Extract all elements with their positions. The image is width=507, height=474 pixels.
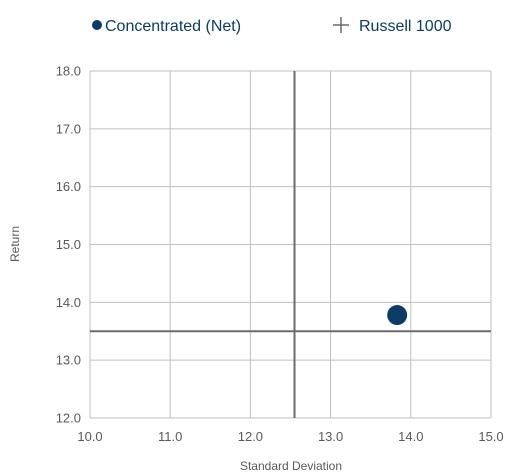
legend-marker-concentrated (92, 20, 102, 30)
x-tick-label: 11.0 (158, 429, 182, 444)
grid (89, 70, 492, 419)
legend-label-russell: Russell 1000 (359, 18, 452, 35)
x-tick-label: 14.0 (398, 429, 423, 444)
x-tick-label: 10.0 (77, 429, 102, 444)
y-tick-label: 13.0 (56, 353, 81, 368)
concentrated-net-point (387, 305, 408, 326)
legend-label-concentrated: Concentrated (Net) (105, 18, 241, 35)
y-axis-ticks: 12.0 13.0 14.0 15.0 16.0 17.0 18.0 (56, 64, 81, 426)
x-tick-label: 12.0 (238, 429, 263, 444)
legend: Concentrated (Net) Russell 1000 (92, 17, 452, 35)
x-axis-ticks: 10.0 11.0 12.0 13.0 14.0 15.0 (77, 429, 503, 444)
y-tick-label: 18.0 (56, 64, 81, 79)
y-tick-label: 15.0 (56, 237, 81, 252)
x-tick-label: 13.0 (318, 429, 343, 444)
x-axis-title: Standard Deviation (240, 459, 342, 473)
x-tick-label: 15.0 (478, 429, 503, 444)
y-axis-title: Return (8, 226, 22, 262)
y-tick-label: 17.0 (56, 121, 81, 136)
legend-marker-russell (333, 17, 349, 33)
y-tick-label: 14.0 (56, 295, 81, 310)
y-tick-label: 12.0 (56, 411, 81, 426)
y-tick-label: 16.0 (56, 179, 81, 194)
reference-lines (90, 71, 491, 418)
data-points (387, 305, 408, 326)
